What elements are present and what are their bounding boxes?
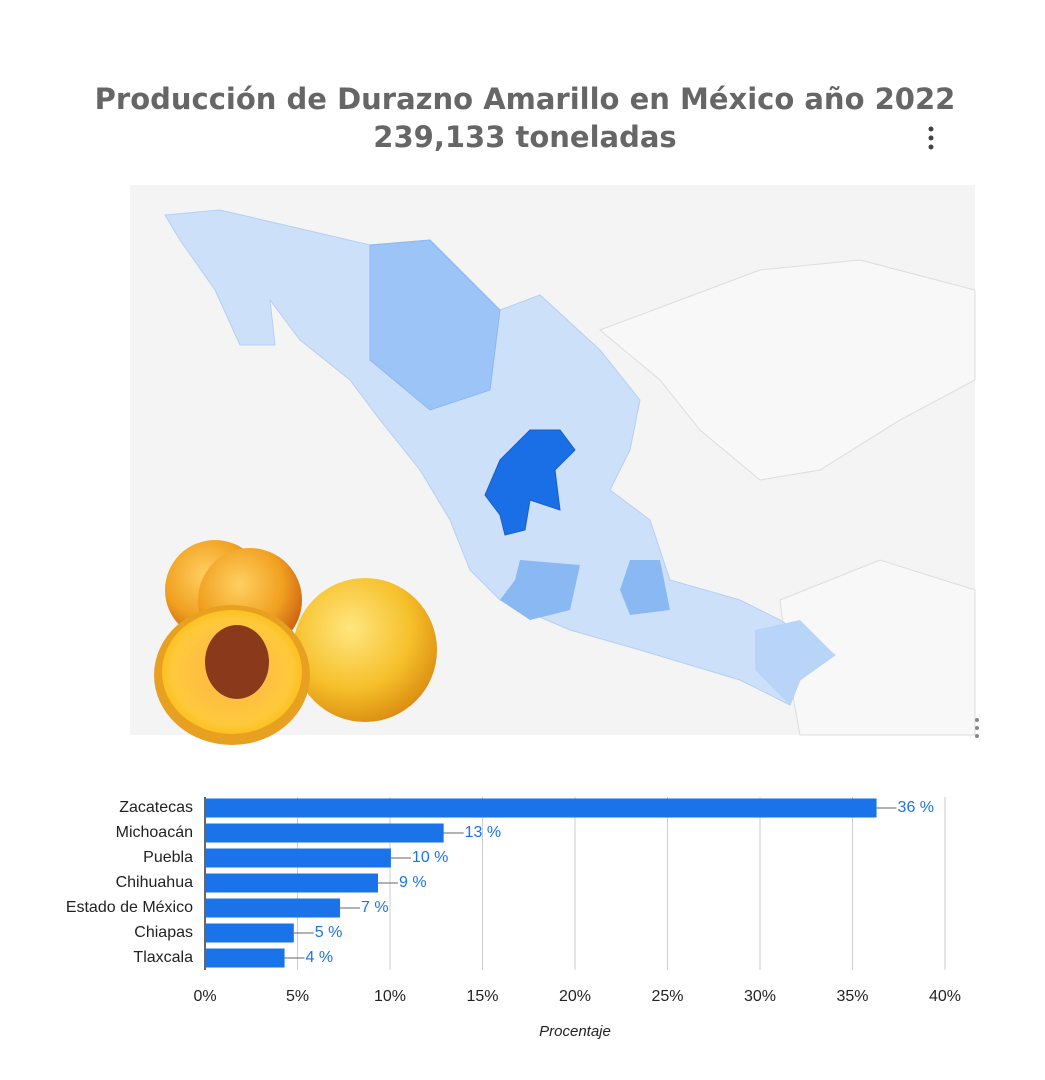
bar xyxy=(205,848,391,868)
state-zacatecas xyxy=(484,429,576,536)
x-tick-label: 40% xyxy=(929,988,961,1005)
x-tick-label: 35% xyxy=(836,988,868,1005)
y-tick-label: Zacatecas xyxy=(119,799,193,816)
x-tick-label: 10% xyxy=(374,988,406,1005)
x-tick-label: 25% xyxy=(651,988,683,1005)
y-tick-label: Chiapas xyxy=(134,924,193,941)
state-chiapas xyxy=(755,620,835,705)
y-tick-label: Tlaxcala xyxy=(133,949,193,966)
y-tick-label: Puebla xyxy=(143,849,193,866)
menu-button[interactable] xyxy=(928,126,934,150)
x-axis-title: Procentaje xyxy=(539,1023,611,1040)
value-label: 10 % xyxy=(412,849,448,866)
state-chihuahua xyxy=(369,239,501,411)
bar xyxy=(205,798,877,818)
value-label: 13 % xyxy=(465,824,501,841)
bar xyxy=(205,873,378,893)
bar xyxy=(205,923,294,943)
state-michoacan xyxy=(500,560,580,620)
state-puebla xyxy=(620,560,670,615)
bar xyxy=(205,898,341,918)
x-tick-label: 20% xyxy=(559,988,591,1005)
value-label: 7 % xyxy=(361,899,389,916)
chart-subtitle: 239,133 toneladas xyxy=(373,120,676,154)
map-menu[interactable] xyxy=(975,718,979,738)
peach-image xyxy=(154,540,437,745)
bar xyxy=(205,823,444,843)
x-tick-label: 0% xyxy=(193,988,216,1005)
value-label: 36 % xyxy=(898,799,934,816)
usa-region xyxy=(599,259,976,481)
y-tick-label: Chihuahua xyxy=(116,874,194,891)
x-tick-label: 15% xyxy=(466,988,498,1005)
value-label: 9 % xyxy=(399,874,427,891)
value-label: 4 % xyxy=(306,949,334,966)
x-tick-label: 30% xyxy=(744,988,776,1005)
chart-title: Producción de Durazno Amarillo en México… xyxy=(95,82,956,116)
bar xyxy=(205,948,285,968)
y-tick-label: Michoacán xyxy=(116,824,193,841)
value-label: 5 % xyxy=(315,924,343,941)
x-tick-label: 5% xyxy=(286,988,309,1005)
y-tick-label: Estado de México xyxy=(66,899,193,916)
